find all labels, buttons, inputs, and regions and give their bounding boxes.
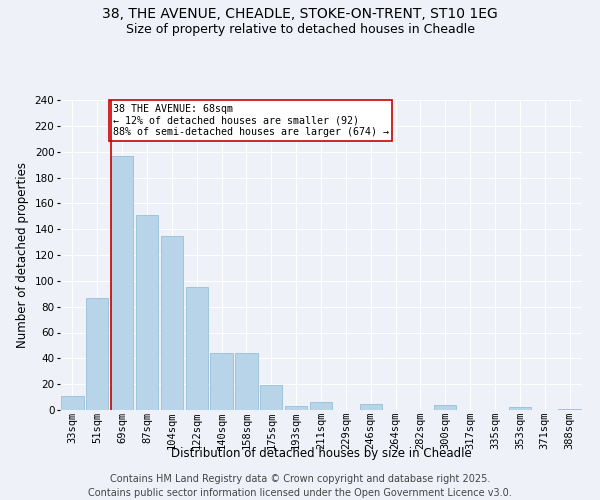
Text: 38, THE AVENUE, CHEADLE, STOKE-ON-TRENT, ST10 1EG: 38, THE AVENUE, CHEADLE, STOKE-ON-TRENT,…	[102, 8, 498, 22]
Bar	[359, 404, 382, 410]
Bar	[161, 236, 183, 410]
Text: Contains HM Land Registry data © Crown copyright and database right 2025.
Contai: Contains HM Land Registry data © Crown c…	[88, 474, 512, 498]
Bar	[61, 396, 83, 410]
Bar	[509, 408, 531, 410]
Bar	[86, 298, 109, 410]
Bar	[136, 215, 158, 410]
Bar	[235, 353, 257, 410]
Bar	[434, 405, 457, 410]
Y-axis label: Number of detached properties: Number of detached properties	[16, 162, 29, 348]
Text: Distribution of detached houses by size in Cheadle: Distribution of detached houses by size …	[170, 448, 472, 460]
Bar	[559, 408, 581, 410]
Bar	[310, 402, 332, 410]
Bar	[285, 406, 307, 410]
Bar	[260, 386, 283, 410]
Bar	[211, 353, 233, 410]
Bar	[111, 156, 133, 410]
Bar	[185, 288, 208, 410]
Text: 38 THE AVENUE: 68sqm
← 12% of detached houses are smaller (92)
88% of semi-detac: 38 THE AVENUE: 68sqm ← 12% of detached h…	[113, 104, 389, 137]
Text: Size of property relative to detached houses in Cheadle: Size of property relative to detached ho…	[125, 22, 475, 36]
